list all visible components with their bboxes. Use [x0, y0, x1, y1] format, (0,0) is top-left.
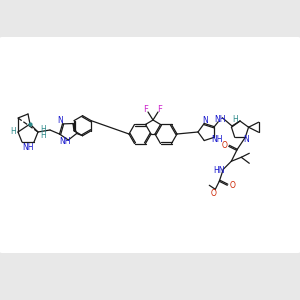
Text: H: H — [40, 125, 46, 134]
FancyBboxPatch shape — [0, 37, 300, 253]
Text: N: N — [58, 116, 63, 125]
Text: O: O — [210, 189, 216, 198]
Text: HN: HN — [214, 166, 225, 175]
Text: N: N — [202, 116, 208, 125]
Text: H: H — [10, 128, 16, 136]
Text: NH: NH — [22, 142, 34, 152]
Text: N: N — [243, 135, 249, 144]
Text: NH: NH — [60, 137, 71, 146]
Text: H: H — [40, 131, 46, 140]
Text: O: O — [230, 181, 235, 190]
Text: F: F — [144, 104, 148, 113]
Text: NH: NH — [212, 135, 223, 144]
Text: F: F — [158, 104, 162, 113]
Text: H: H — [232, 116, 238, 124]
Text: NH: NH — [214, 115, 226, 124]
Text: O: O — [221, 141, 227, 150]
